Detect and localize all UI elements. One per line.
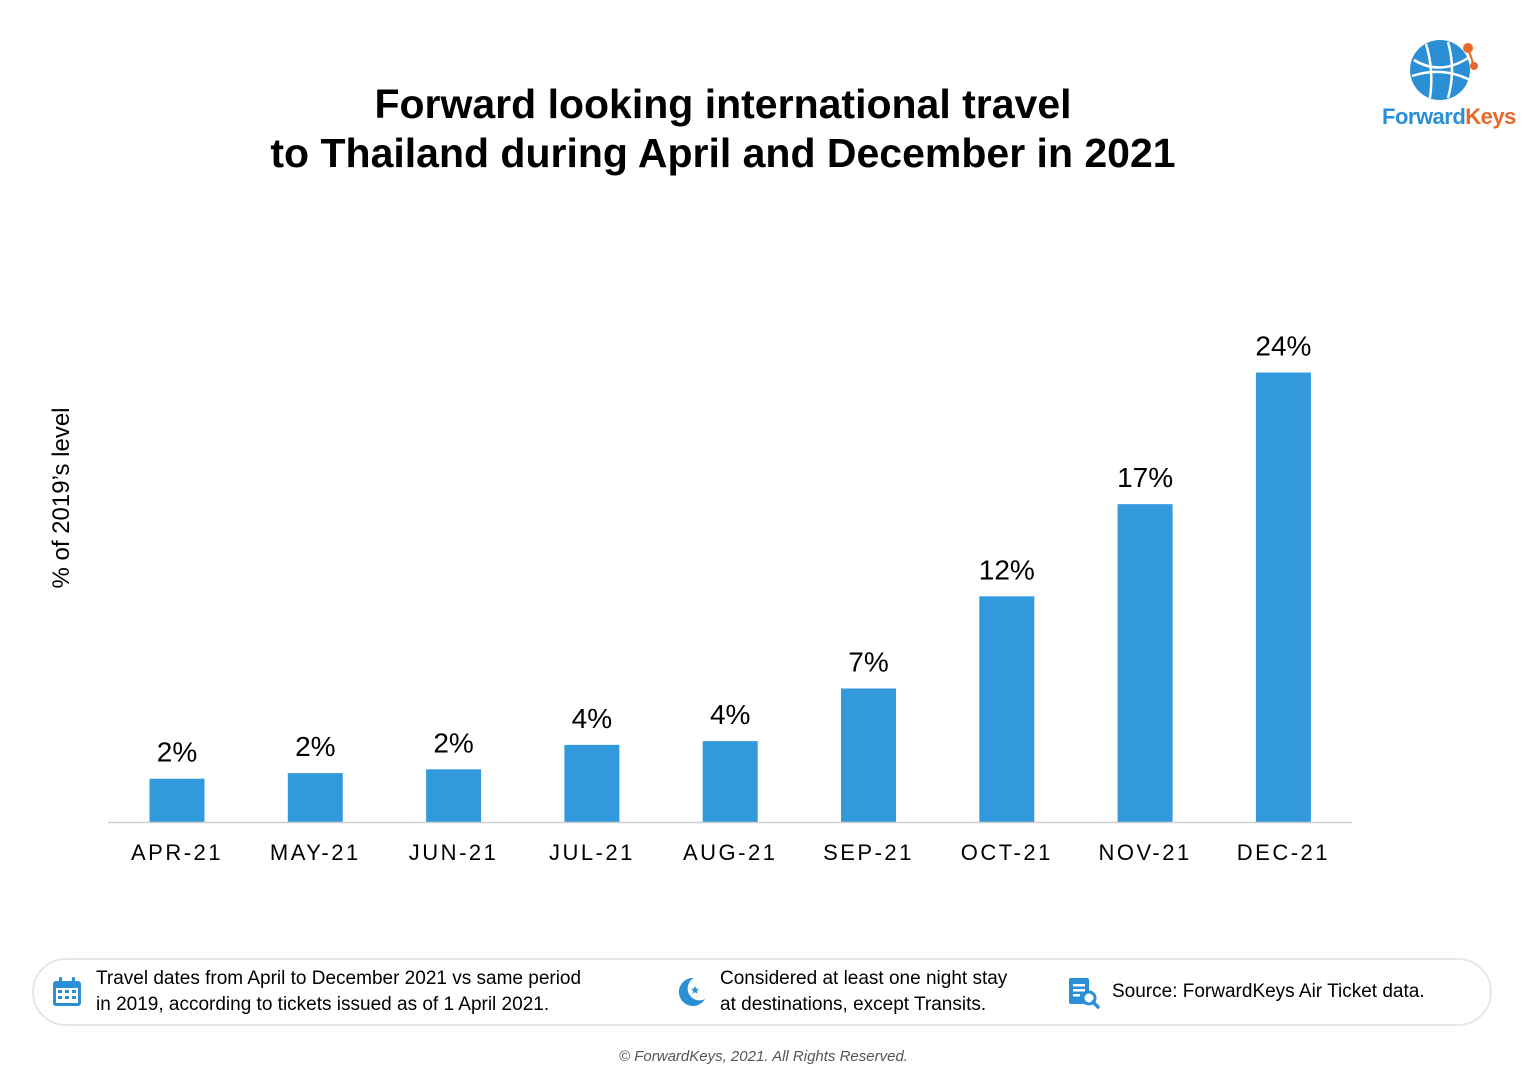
x-tick-label: MAY-21	[270, 840, 361, 865]
globe-icon	[1410, 40, 1478, 100]
data-label: 17%	[1117, 462, 1173, 493]
legend-night-line2: at destinations, except Transits.	[720, 994, 987, 1015]
x-tick-label: DEC-21	[1237, 840, 1330, 865]
chart-title: Forward looking international travel to …	[0, 80, 1446, 178]
logo-wordmark: ForwardKeys	[1382, 104, 1516, 130]
legend-item-calendar: Travel dates from April to December 2021…	[50, 960, 581, 1024]
document-search-icon	[1069, 978, 1100, 1009]
legend-item-source: Source: ForwardKeys Air Ticket data.	[1066, 960, 1425, 1024]
moon-icon	[678, 977, 705, 1006]
bar-aug-21	[702, 741, 758, 822]
legend-source-text: Source: ForwardKeys Air Ticket data.	[1112, 981, 1425, 1002]
legend-night-line1: Considered at least one night stay	[720, 968, 1008, 989]
bar-sep-21	[841, 688, 896, 822]
x-tick-label: OCT-21	[961, 840, 1053, 865]
legend-calendar-line1: Travel dates from April to December 2021…	[96, 968, 582, 989]
data-label: 2%	[157, 737, 197, 768]
calendar-icon	[53, 977, 81, 1006]
bar-jun-21	[426, 769, 482, 822]
bar-chart: 2% APR-21 2% MAY-21 2% JUN-21 4% JUL-21 4% AUG-21…	[108, 330, 1352, 865]
legend-item-night: Considered at least one night stay at de…	[674, 960, 1007, 1024]
bar-oct-21	[979, 596, 1035, 822]
legend-calendar-line2: in 2019, according to tickets issued as …	[96, 994, 550, 1015]
x-tick-label: APR-21	[131, 840, 223, 865]
logo-text-forward: Forward	[1382, 104, 1466, 129]
data-label: 2%	[433, 727, 473, 758]
legend-box: Travel dates from April to December 2021…	[32, 958, 1492, 1026]
forwardkeys-logo: ForwardKeys	[1382, 36, 1516, 136]
chart-title-line2: to Thailand during April and December in…	[270, 130, 1176, 176]
data-label: 7%	[848, 646, 888, 677]
bar-nov-21	[1117, 504, 1173, 822]
x-tick-label: JUL-21	[549, 840, 635, 865]
logo-text-keys: Keys	[1465, 104, 1516, 129]
data-label: 4%	[572, 703, 612, 734]
data-label: 12%	[979, 554, 1035, 585]
chart-title-line1: Forward looking international travel	[374, 81, 1072, 127]
copyright-text: © ForwardKeys, 2021. All Rights Reserved…	[619, 1048, 908, 1065]
bar-apr-21	[149, 778, 205, 822]
x-tick-label: JUN-21	[409, 840, 499, 865]
x-tick-label: AUG-21	[683, 840, 777, 865]
x-tick-label: NOV-21	[1098, 840, 1191, 865]
data-label: 24%	[1255, 330, 1311, 361]
bar-dec-21	[1255, 372, 1311, 822]
bar-jul-21	[564, 744, 620, 822]
x-tick-label: SEP-21	[823, 840, 914, 865]
data-label: 2%	[295, 731, 335, 762]
bar-may-21	[287, 773, 343, 822]
data-label: 4%	[710, 699, 750, 730]
